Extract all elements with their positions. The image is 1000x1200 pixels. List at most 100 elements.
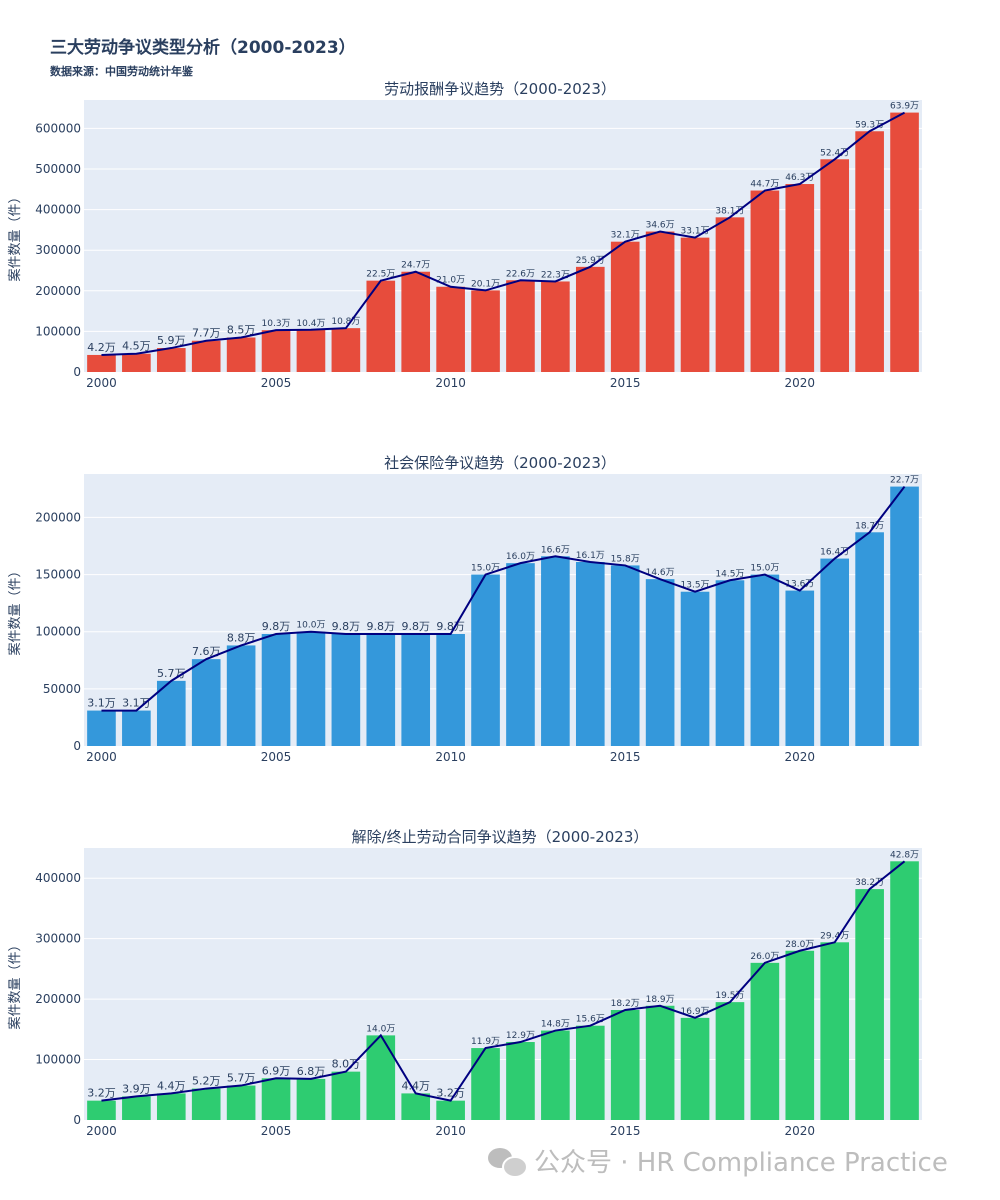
x-tick-label: 2015 bbox=[610, 750, 641, 764]
bar-data-label: 16.9万 bbox=[681, 1007, 710, 1017]
y-axis-label: 案件数量（件） bbox=[8, 938, 23, 1029]
bar-data-label: 14.8万 bbox=[541, 1020, 570, 1030]
bar bbox=[87, 1100, 116, 1120]
y-tick-label: 100000 bbox=[35, 324, 81, 338]
bar bbox=[680, 1017, 710, 1120]
bar-data-label: 5.9万 bbox=[157, 334, 186, 347]
y-tick-label: 600000 bbox=[35, 121, 81, 135]
bar-data-label: 15.0万 bbox=[750, 564, 779, 574]
bar bbox=[680, 237, 710, 372]
bar-data-label: 16.4万 bbox=[820, 548, 849, 558]
bar bbox=[331, 1071, 361, 1120]
bar-data-label: 34.6万 bbox=[646, 221, 675, 231]
bar bbox=[645, 231, 675, 372]
bar-data-label: 4.2万 bbox=[87, 341, 116, 354]
x-tick-label: 2015 bbox=[610, 1124, 641, 1138]
bar bbox=[296, 631, 326, 746]
bar bbox=[401, 634, 431, 746]
bar-data-label: 14.0万 bbox=[366, 1024, 395, 1034]
bar bbox=[680, 591, 710, 746]
bar bbox=[610, 1009, 640, 1120]
bar bbox=[575, 1025, 605, 1120]
y-tick-label: 100000 bbox=[35, 1053, 81, 1067]
bar bbox=[261, 330, 291, 372]
main-title: 三大劳动争议类型分析（2000-2023） bbox=[50, 38, 356, 58]
x-tick-label: 2005 bbox=[261, 1124, 292, 1138]
bar bbox=[645, 579, 675, 746]
bar bbox=[890, 112, 919, 372]
bar bbox=[122, 353, 151, 372]
x-tick-label: 2010 bbox=[435, 376, 466, 390]
bar-data-label: 6.9万 bbox=[262, 1064, 291, 1077]
bar-data-label: 63.9万 bbox=[890, 102, 919, 112]
bar-data-label: 4.4万 bbox=[401, 1079, 430, 1092]
bar bbox=[785, 184, 815, 372]
bar-data-label: 32.1万 bbox=[611, 231, 640, 241]
bar-data-label: 9.8万 bbox=[401, 620, 430, 633]
bar bbox=[541, 556, 570, 746]
bar-data-label: 25.9万 bbox=[576, 256, 605, 266]
bar bbox=[506, 1042, 535, 1120]
bar-data-label: 7.7万 bbox=[192, 327, 221, 340]
bar bbox=[575, 562, 605, 746]
bar-data-label: 10.4万 bbox=[296, 319, 325, 329]
x-tick-label: 2015 bbox=[610, 376, 641, 390]
plot-background bbox=[84, 474, 922, 746]
bar-data-label: 59.3万 bbox=[855, 120, 884, 130]
bar-data-label: 8.5万 bbox=[227, 323, 256, 336]
bar-data-label: 15.8万 bbox=[611, 554, 640, 564]
trend-line bbox=[101, 860, 906, 1102]
x-tick-label: 2020 bbox=[785, 376, 816, 390]
x-tick-label: 2005 bbox=[261, 376, 292, 390]
x-tick-label: 2000 bbox=[86, 750, 117, 764]
bar bbox=[471, 574, 500, 746]
bar bbox=[785, 590, 815, 746]
bar bbox=[715, 217, 745, 372]
y-tick-label: 300000 bbox=[35, 932, 81, 946]
bar bbox=[855, 131, 884, 372]
bar-data-label: 19.5万 bbox=[715, 991, 744, 1001]
bar bbox=[366, 1035, 396, 1120]
bar bbox=[191, 340, 221, 372]
bar bbox=[506, 563, 535, 746]
bar bbox=[436, 1100, 465, 1120]
y-tick-label: 500000 bbox=[35, 162, 81, 176]
bar-data-label: 10.3万 bbox=[262, 319, 291, 329]
bar bbox=[156, 1093, 186, 1120]
bar-data-label: 10.8万 bbox=[331, 317, 360, 327]
bar bbox=[366, 634, 396, 746]
bar bbox=[296, 329, 326, 372]
bar-data-label: 14.5万 bbox=[715, 569, 744, 579]
bar bbox=[541, 1030, 570, 1120]
y-tick-label: 400000 bbox=[35, 871, 81, 885]
data-source-subtitle: 数据来源：中国劳动统计年鉴 bbox=[50, 65, 193, 78]
bar-data-label: 9.8万 bbox=[436, 620, 465, 633]
y-tick-label: 200000 bbox=[35, 992, 81, 1006]
bar-data-label: 4.4万 bbox=[157, 1079, 186, 1092]
bar bbox=[645, 1005, 675, 1120]
bar bbox=[575, 266, 605, 372]
bar-data-label: 9.8万 bbox=[367, 620, 396, 633]
bar-data-label: 12.9万 bbox=[506, 1031, 535, 1041]
bar-data-label: 8.0万 bbox=[332, 1058, 361, 1071]
trend-line bbox=[101, 485, 906, 712]
plot-background bbox=[84, 100, 922, 372]
bar-data-label: 9.8万 bbox=[262, 620, 291, 633]
bar-data-label: 5.7万 bbox=[157, 667, 186, 680]
bar-data-label: 18.9万 bbox=[646, 995, 675, 1005]
bar bbox=[855, 532, 884, 746]
bar-data-label: 20.1万 bbox=[471, 279, 500, 289]
bar bbox=[436, 634, 465, 746]
chart-panel-3: 0 100000 200000 300000 400000 3.2万 3.9万 4.4万 5.2… bbox=[8, 828, 922, 1138]
bar-data-label: 26.0万 bbox=[750, 952, 779, 962]
bar-data-label: 28.0万 bbox=[785, 940, 814, 950]
bar-data-label: 16.6万 bbox=[541, 545, 570, 555]
bar-data-label: 22.7万 bbox=[890, 476, 919, 486]
bar bbox=[156, 680, 186, 746]
x-tick-label: 2000 bbox=[86, 1124, 117, 1138]
bar-data-label: 14.6万 bbox=[646, 568, 675, 578]
bar bbox=[226, 1085, 256, 1120]
bar bbox=[715, 580, 745, 746]
bar-data-label: 22.6万 bbox=[506, 269, 535, 279]
chart-panel-1: 0 100000 200000 300000 400000 500000 600000 4.2… bbox=[8, 80, 922, 390]
